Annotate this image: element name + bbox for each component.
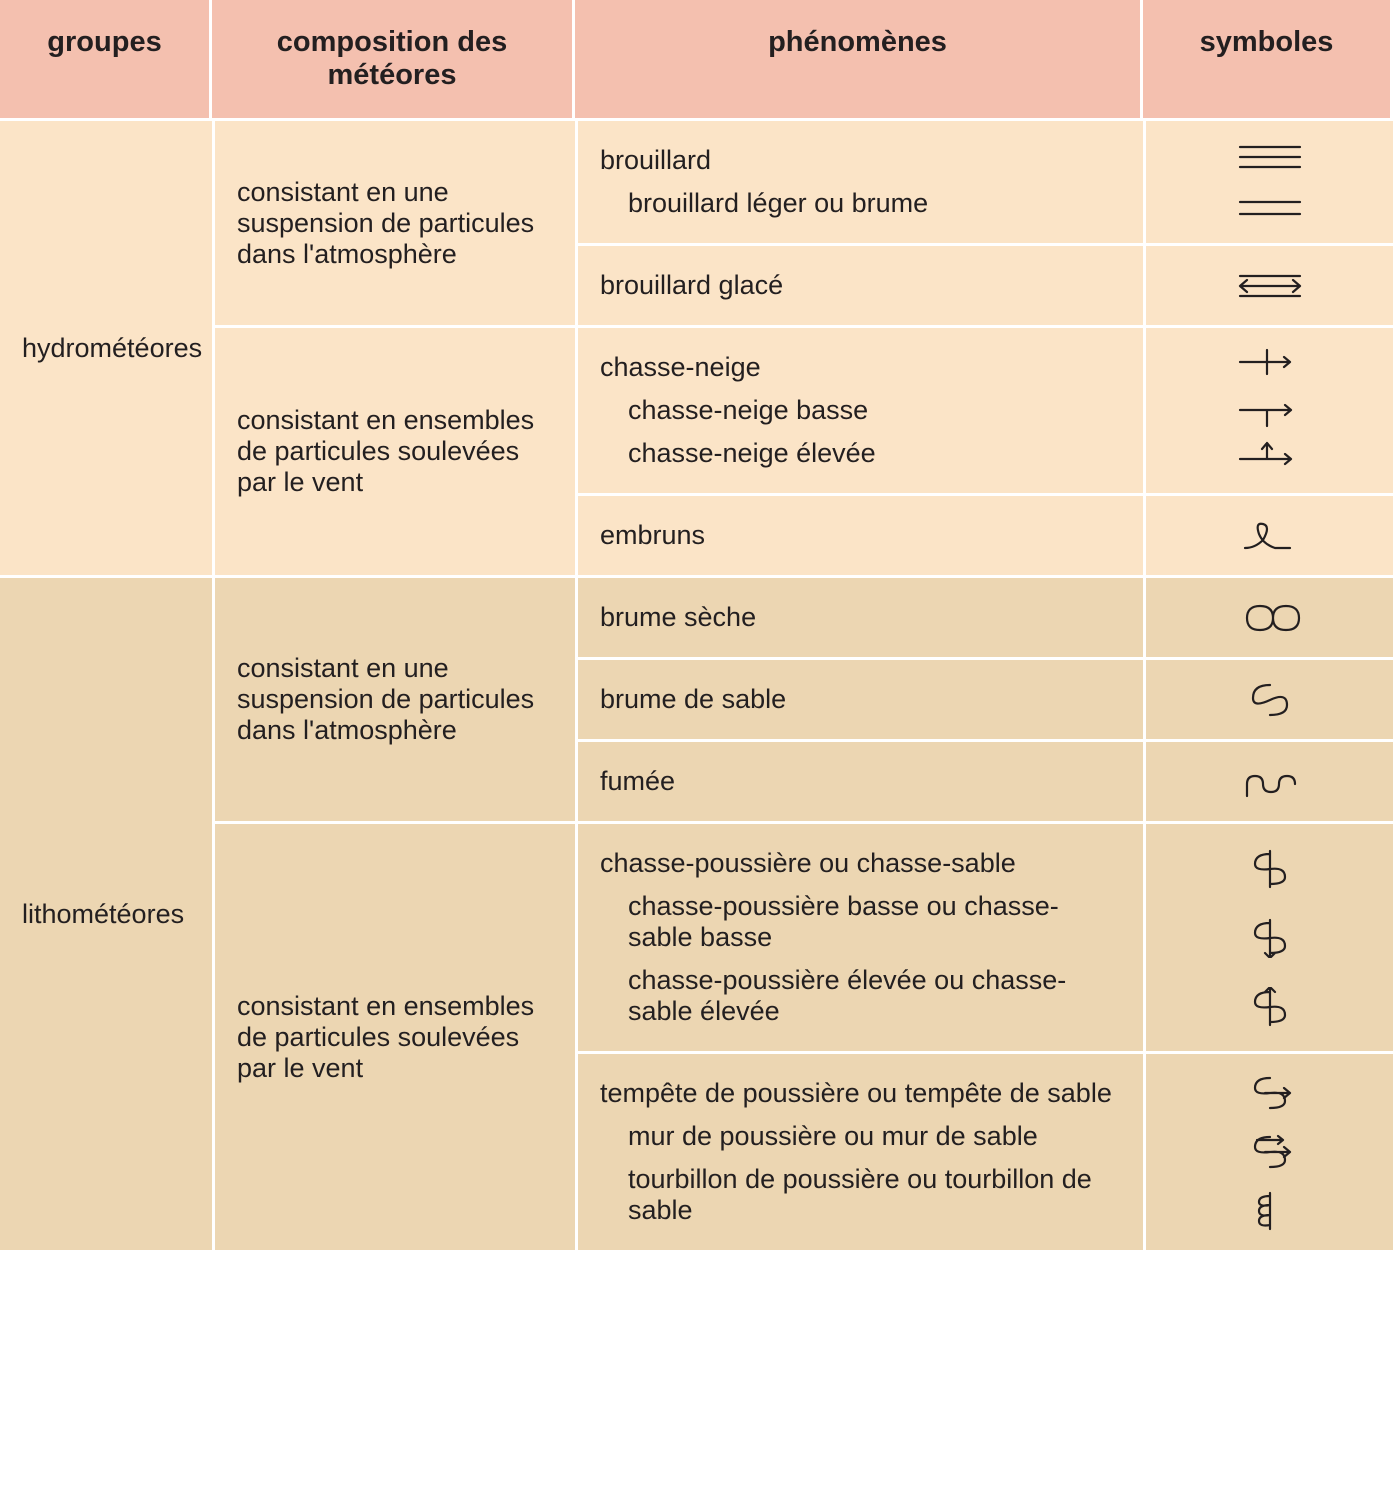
fog-light-icon xyxy=(1235,188,1305,228)
phenomenon-cell: chasse-poussière ou chasse-sablechasse-p… xyxy=(575,821,1143,1051)
dust-drift-low-icon xyxy=(1235,918,1305,958)
phenomenon-label: tourbillon de poussière ou tourbillon de… xyxy=(628,1158,1121,1232)
phenomenon-cell: brouillardbrouillard léger ou brume xyxy=(575,121,1143,243)
phenomenon-label: fumée xyxy=(600,760,1121,803)
dust-wall-icon xyxy=(1235,1132,1305,1172)
drift-snow-low-icon xyxy=(1235,390,1305,430)
drift-snow-icon xyxy=(1235,342,1305,382)
group-cell: lithométéores xyxy=(0,575,212,1250)
column-header: symboles xyxy=(1143,0,1393,121)
phenomenon-cell: tempête de poussière ou tempête de sable… xyxy=(575,1051,1143,1250)
column-header: phénomènes xyxy=(575,0,1143,121)
spray-icon xyxy=(1235,516,1305,556)
column-header: composition des météores xyxy=(212,0,575,121)
phenomenon-label: embruns xyxy=(600,514,1121,557)
sand-haze-icon xyxy=(1235,680,1305,720)
phenomenon-label: tempête de poussière ou tempête de sable xyxy=(600,1072,1121,1115)
symbol-cell xyxy=(1143,121,1393,243)
symbol-cell xyxy=(1143,821,1393,1051)
symbol-cell xyxy=(1143,243,1393,325)
dust-drift-high-icon xyxy=(1235,987,1305,1027)
symbol-cell xyxy=(1143,325,1393,493)
phenomenon-cell: fumée xyxy=(575,739,1143,821)
dust-storm-icon xyxy=(1235,1073,1305,1113)
composition-cell: consistant en ensembles de particules so… xyxy=(212,821,575,1250)
phenomenon-cell: brume de sable xyxy=(575,657,1143,739)
phenomenon-cell: brume sèche xyxy=(575,575,1143,657)
phenomenon-label: mur de poussière ou mur de sable xyxy=(628,1115,1121,1158)
phenomenon-label: chasse-neige basse xyxy=(628,389,1121,432)
symbol-cell xyxy=(1143,575,1393,657)
haze-icon xyxy=(1235,598,1305,638)
group-cell: hydrométéores xyxy=(0,121,212,575)
phenomenon-label: brume de sable xyxy=(600,678,1121,721)
phenomenon-label: brume sèche xyxy=(600,596,1121,639)
composition-cell: consistant en ensembles de particules so… xyxy=(212,325,575,575)
symbol-cell xyxy=(1143,1051,1393,1250)
column-header: groupes xyxy=(0,0,212,121)
symbol-cell xyxy=(1143,493,1393,575)
dust-drift-icon xyxy=(1235,849,1305,889)
phenomenon-cell: embruns xyxy=(575,493,1143,575)
phenomenon-label: chasse-neige élevée xyxy=(628,432,1121,475)
symbol-cell xyxy=(1143,739,1393,821)
dust-whirl-icon xyxy=(1235,1191,1305,1231)
phenomenon-label: brouillard xyxy=(600,139,1121,182)
composition-cell: consistant en une suspension de particul… xyxy=(212,121,575,325)
phenomenon-label: brouillard glacé xyxy=(600,264,1121,307)
smoke-icon xyxy=(1235,762,1305,802)
phenomenon-label: chasse-poussière élevée ou chasse-sable … xyxy=(628,959,1121,1033)
phenomenon-cell: chasse-neigechasse-neige bassechasse-nei… xyxy=(575,325,1143,493)
phenomenon-label: chasse-poussière ou chasse-sable xyxy=(600,842,1121,885)
phenomenon-label: chasse-poussière basse ou chasse-sable b… xyxy=(628,885,1121,959)
symbol-cell xyxy=(1143,657,1393,739)
fog-icon xyxy=(1235,137,1305,177)
phenomenon-label: brouillard léger ou brume xyxy=(628,182,1121,225)
composition-cell: consistant en une suspension de particul… xyxy=(212,575,575,821)
fog-ice-icon xyxy=(1235,266,1305,306)
phenomenon-label: chasse-neige xyxy=(600,346,1121,389)
meteor-table: groupescomposition des météoresphénomène… xyxy=(0,0,1393,1250)
phenomenon-cell: brouillard glacé xyxy=(575,243,1143,325)
drift-snow-high-icon xyxy=(1235,439,1305,479)
